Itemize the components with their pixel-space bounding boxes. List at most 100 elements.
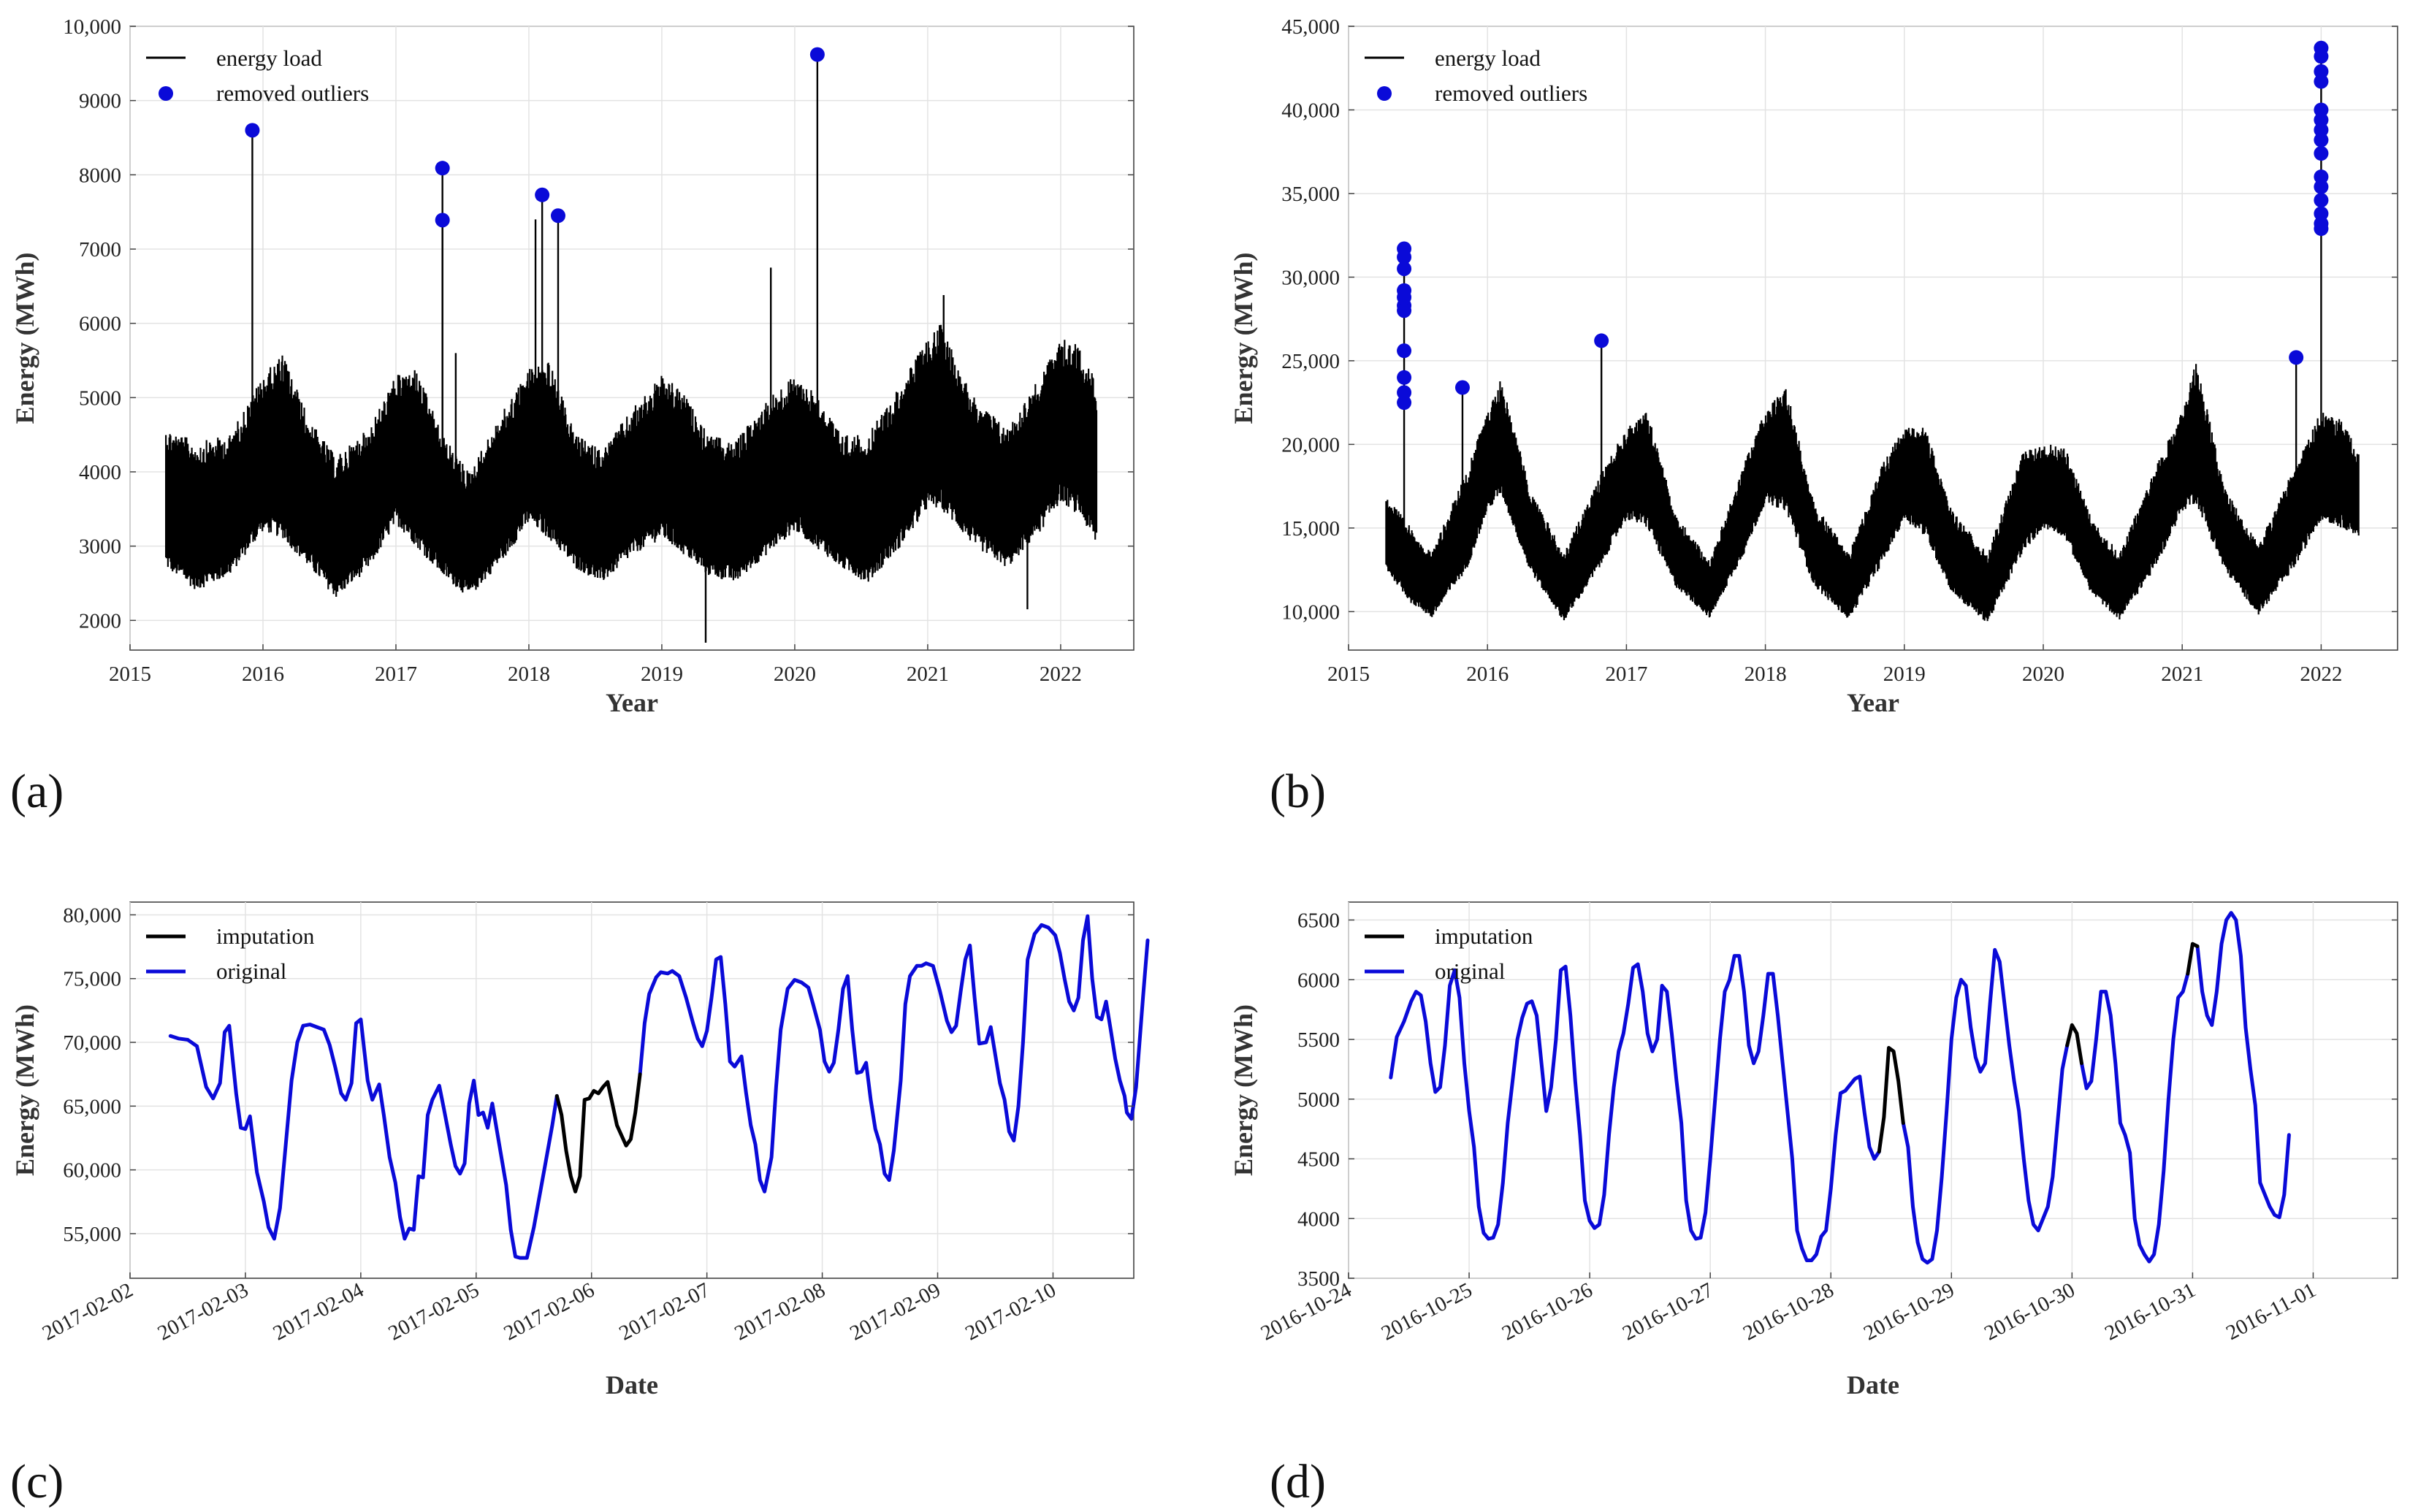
y-tick-label: 5000 [79,386,121,410]
original-series [1389,911,2291,1265]
x-tick-label: 2017-02-09 [846,1278,945,1345]
chart-a-y-ticks: 2000 3000 4000 5000 6000 7000 8000 9000 10,000 [63,15,1134,633]
x-tick-label: 2017-02-06 [500,1278,598,1345]
outlier-point [2314,49,2329,64]
outlier-point [2314,132,2329,148]
chart-b-x-axis-label: Year [1847,688,1899,717]
chart-b-y-axis-label: Energy (MWh) [1229,253,1258,424]
x-tick-label: 2021 [907,663,949,686]
y-tick-label: 45,000 [1281,15,1340,39]
y-tick-label: 70,000 [63,1031,121,1055]
chart-c-legend-imputation: imputation [216,923,315,949]
outlier-point [2314,206,2329,221]
y-tick-label: 55,000 [63,1223,121,1246]
x-tick-label: 2019 [641,663,683,686]
chart-a-x-ticks: 2015 2016 2017 2018 2019 2020 2021 2022 [109,644,1082,686]
x-tick-label: 2016-10-29 [1860,1278,1959,1345]
outlier-point [245,123,260,138]
y-tick-label: 3500 [1297,1267,1340,1291]
outlier-point [2289,350,2304,365]
outlier-point [2314,221,2329,237]
chart-a-legend: energy load removed outliers [146,45,369,106]
outlier-point [1397,303,1412,318]
y-tick-label: 6000 [1297,969,1340,992]
chart-d-y-ticks: 3500 4000 4500 5000 5500 6000 6500 [1297,909,2398,1291]
x-tick-label: 2017-02-04 [270,1278,368,1345]
chart-d-legend: imputation original [1365,923,1533,984]
outlier-point [435,161,450,176]
x-tick-label: 2016-10-25 [1378,1278,1476,1345]
chart-a-y-axis-label: Energy (MWh) [10,253,39,424]
x-tick-label: 2016-10-26 [1498,1278,1597,1345]
chart-d-y-axis-label: Energy (MWh) [1229,1004,1258,1176]
y-tick-label: 4000 [79,461,121,484]
x-tick-label: 2016-10-30 [1980,1278,2079,1345]
x-tick-label: 2016-11-01 [2222,1278,2320,1345]
panel-label-a: (a) [10,765,64,818]
chart-d-legend-imputation: imputation [1435,923,1533,949]
y-tick-label: 7000 [79,238,121,261]
y-tick-label: 5000 [1297,1088,1340,1112]
chart-c-x-axis-label: Date [606,1370,658,1400]
y-tick-label: 9000 [79,90,121,113]
y-tick-label: 3000 [79,535,121,559]
y-tick-label: 40,000 [1281,99,1340,122]
x-tick-label: 2022 [2300,663,2342,686]
chart-a-legend-energy-load: energy load [216,45,322,71]
y-tick-label: 8000 [79,164,121,187]
y-tick-label: 10,000 [1281,600,1340,624]
outlier-point [1397,395,1412,411]
y-tick-label: 60,000 [63,1159,121,1183]
outlier-point [1397,385,1412,400]
outlier-point [2314,102,2329,118]
chart-d-grid [1348,902,2398,1279]
outlier-point [2314,122,2329,137]
energy-load-series [1385,364,2360,622]
chart-b-legend: energy load removed outliers [1365,45,1587,106]
outlier-point [535,187,550,202]
outlier-point [2314,112,2329,128]
x-tick-label: 2016 [242,663,284,686]
x-tick-label: 2022 [1040,663,1082,686]
chart-c-grid [129,902,1134,1278]
y-tick-label: 4000 [1297,1207,1340,1231]
x-tick-label: 2015 [109,663,151,686]
panel-label-b: (b) [1270,765,1326,818]
x-tick-label: 2016 [1466,663,1509,686]
x-tick-label: 2021 [2161,663,2203,686]
chart-b-legend-dot-swatch [1377,86,1392,101]
x-tick-label: 2017-02-08 [731,1278,829,1345]
x-tick-label: 2015 [1327,663,1370,686]
outlier-point [2314,193,2329,208]
outlier-point [2314,64,2329,79]
y-tick-label: 10,000 [63,15,121,39]
x-tick-label: 2017-02-07 [615,1278,714,1345]
y-tick-label: 65,000 [63,1095,121,1118]
outlier-point [1397,370,1412,385]
chart-d-marks [1389,911,2291,1265]
y-tick-label: 2000 [79,609,121,633]
x-tick-label: 2016-10-27 [1619,1278,1717,1345]
chart-b-legend-energy-load: energy load [1435,45,1541,71]
outlier-point [2314,169,2329,185]
outlier-point [550,208,565,224]
chart-b-marks [1385,40,2360,622]
chart-a-legend-dot-swatch [159,86,173,101]
y-tick-label: 6000 [79,313,121,336]
x-tick-label: 2018 [1744,663,1787,686]
x-tick-label: 2017 [375,663,417,686]
chart-d-x-axis-label: Date [1847,1370,1899,1400]
x-tick-label: 2017-02-02 [39,1278,137,1345]
y-tick-label: 80,000 [63,904,121,927]
outlier-point [2314,146,2329,161]
chart-b: 2015 2016 2017 2018 2019 2020 2021 2022 10,0001… [1229,15,2398,818]
chart-c: 2017-02-02 2017-02-03 2017-02-04 2017-02-05… [10,901,1150,1508]
x-tick-label: 2019 [1883,663,1926,686]
panel-label-c: (c) [10,1455,64,1508]
y-tick-label: 35,000 [1281,183,1340,206]
imputation-series [1877,942,2200,1154]
x-tick-label: 2017-02-10 [961,1278,1060,1345]
outlier-point [1397,343,1412,359]
x-tick-label: 2016-10-31 [2101,1278,2200,1345]
